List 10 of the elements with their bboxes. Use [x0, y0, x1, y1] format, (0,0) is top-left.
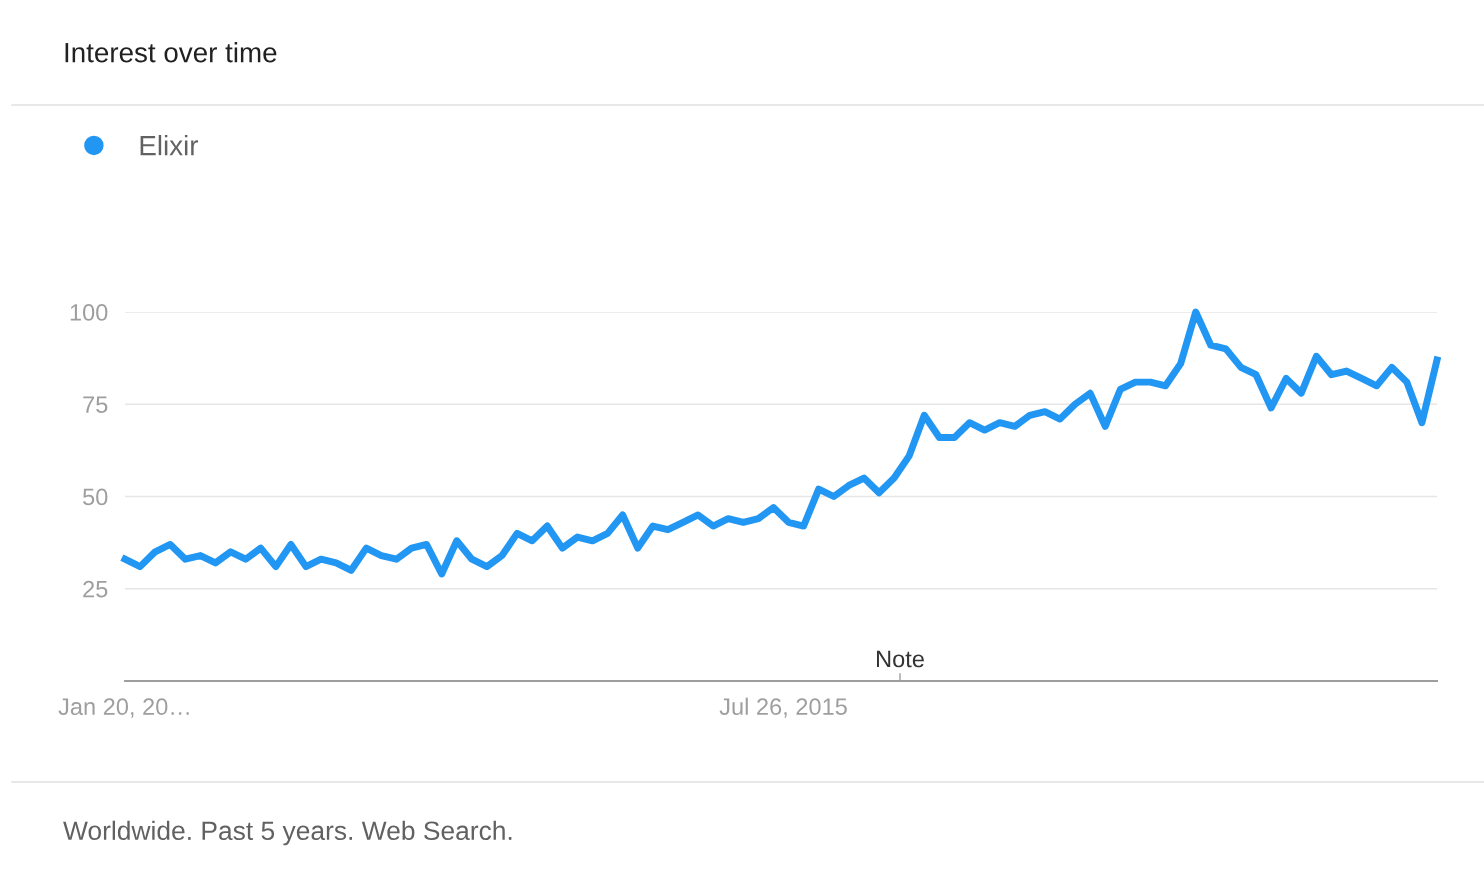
- y-tick-label: 100: [70, 304, 108, 321]
- annotation: Note: [877, 650, 924, 668]
- legend-label: Elixir: [140, 134, 199, 156]
- y-tick-label: 50: [83, 488, 108, 506]
- x-tick-label: Jan 20, 20…: [58, 698, 189, 718]
- y-tick-label: 75: [83, 396, 108, 414]
- text: Worldwide. Past 5 years. Web Search.: [63, 820, 512, 846]
- y-tick-label: 25: [83, 580, 108, 598]
- chart-title: Interest over time: [65, 42, 277, 63]
- x-tick-label: Jul 26, 2015: [719, 697, 847, 718]
